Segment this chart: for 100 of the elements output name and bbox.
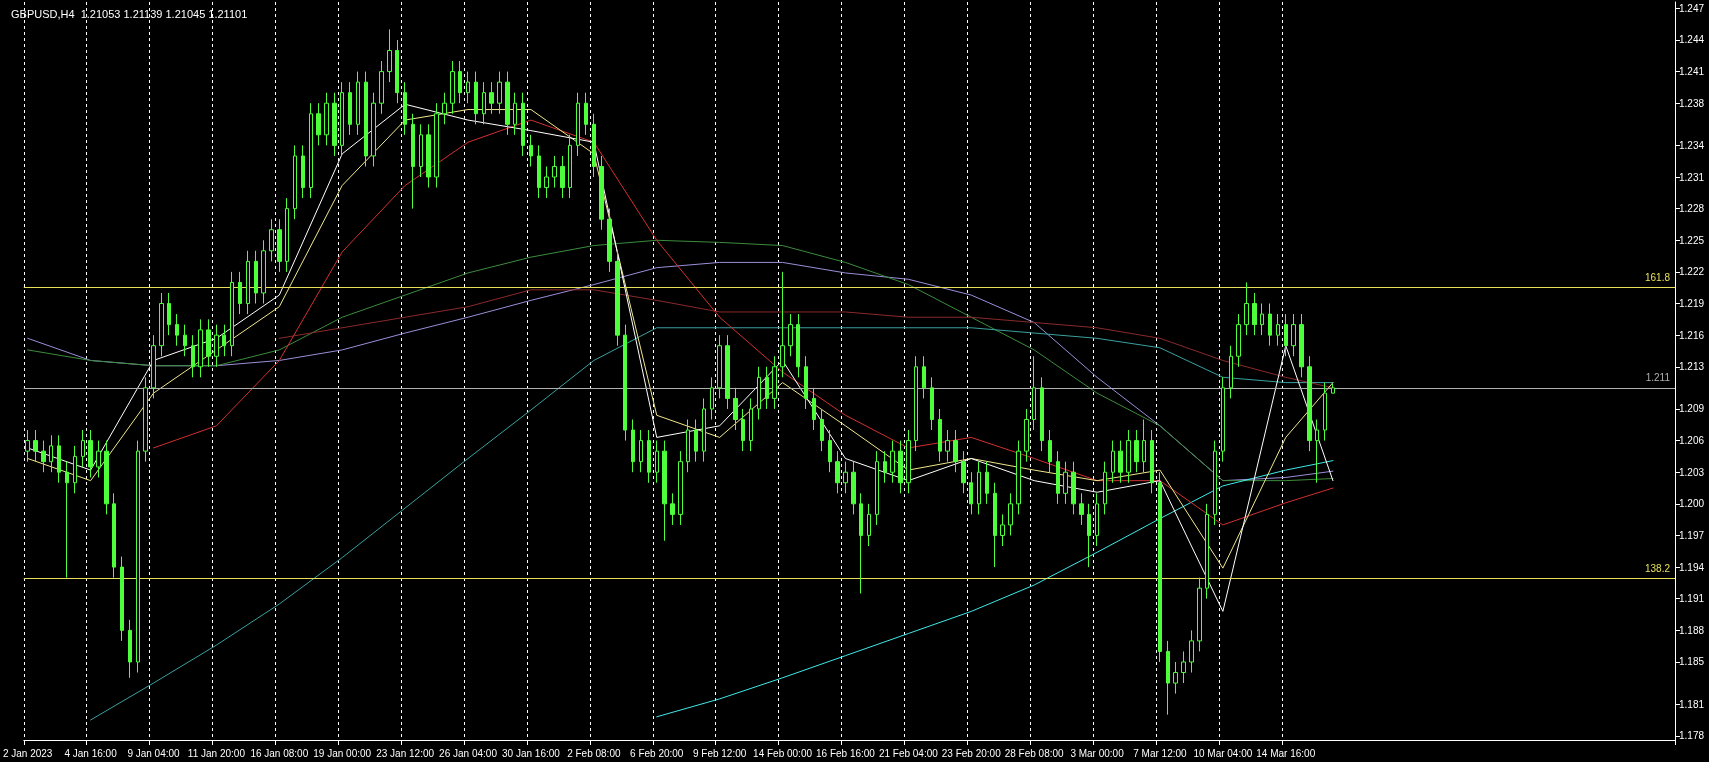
x-tick-label: 26 Jan 04:00 — [439, 747, 498, 759]
candlestick — [725, 334, 730, 410]
candlestick — [301, 144, 305, 199]
candlestick — [969, 471, 973, 515]
line-series — [153, 119, 1334, 526]
candlestick — [269, 218, 274, 262]
x-tick-label: 19 Jan 00:00 — [313, 747, 372, 759]
y-tick-label: 1.206 — [1679, 435, 1705, 447]
candlestick — [411, 113, 415, 210]
candlestick — [387, 28, 392, 83]
candlestick — [883, 450, 887, 484]
candlestick — [1134, 429, 1139, 473]
candlestick — [371, 92, 376, 167]
candlestick — [835, 450, 840, 494]
candlestick — [772, 355, 777, 410]
candlestick — [953, 429, 958, 473]
candlestick — [749, 397, 753, 452]
candlestick — [662, 440, 667, 542]
candlestick — [41, 440, 46, 473]
candlestick — [238, 271, 242, 315]
candlestick — [277, 218, 282, 273]
candlestick — [356, 71, 360, 136]
candlestick — [403, 81, 407, 136]
candlestick — [961, 450, 966, 494]
candlestick — [733, 387, 738, 431]
candlestick — [890, 440, 895, 484]
candlestick — [1252, 292, 1257, 336]
candlestick — [88, 429, 93, 478]
x-tick-label: 9 Jan 04:00 — [127, 747, 181, 759]
candlestick — [1221, 376, 1225, 463]
candlestick — [898, 440, 903, 494]
candlestick — [875, 450, 879, 526]
candlestick — [702, 397, 706, 463]
candlestick — [655, 440, 659, 484]
candlestick — [1205, 503, 1209, 600]
candlestick — [151, 334, 156, 399]
candlestick — [49, 434, 53, 473]
candlestick — [1276, 313, 1280, 347]
y-tick-label: 1.185 — [1679, 656, 1705, 668]
candlestick — [324, 92, 329, 146]
candlestick — [1213, 440, 1217, 526]
candlestick — [348, 81, 352, 136]
x-tick-label: 23 Jan 12:00 — [376, 747, 435, 759]
candlestick — [1040, 376, 1044, 452]
candlestick — [261, 239, 266, 305]
line-series — [90, 327, 1334, 721]
candlestick — [1048, 429, 1052, 473]
candlestick — [717, 334, 722, 399]
x-tick-label: 28 Feb 08:00 — [1004, 747, 1065, 759]
candlestick — [1056, 450, 1060, 505]
candlestick — [222, 324, 226, 357]
y-tick-label: 1.181 — [1679, 698, 1705, 710]
candlestick — [1008, 492, 1013, 536]
candlestick — [497, 71, 502, 115]
candlestick — [906, 429, 911, 494]
candlestick — [1197, 577, 1202, 652]
candlestick — [489, 81, 494, 115]
y-tick-label: 1.247 — [1679, 2, 1705, 14]
candlestick — [1268, 303, 1272, 347]
candlestick — [379, 60, 384, 115]
candlestick — [458, 60, 462, 104]
candlestick — [544, 165, 549, 199]
candlestick — [65, 461, 69, 579]
candlestick — [820, 408, 824, 452]
candlestick — [466, 71, 470, 104]
candlestick — [198, 318, 203, 378]
x-tick-label: 30 Jan 16:00 — [502, 747, 561, 759]
x-tick-label: 3 Mar 00:00 — [1070, 747, 1125, 759]
candlestick — [1307, 355, 1312, 452]
candlestick — [1150, 429, 1154, 494]
candlestick — [81, 429, 85, 468]
candlestick — [505, 71, 510, 136]
candlestick — [1260, 303, 1264, 336]
candlestick — [332, 92, 337, 157]
candlestick — [765, 366, 769, 410]
candlestick — [1229, 345, 1233, 399]
x-tick-label: 10 Mar 04:00 — [1193, 747, 1253, 759]
candlestick — [136, 440, 140, 674]
y-tick-label: 1.191 — [1679, 593, 1705, 605]
candlestick — [1323, 382, 1327, 442]
candlestick — [57, 434, 61, 484]
y-tick-label: 1.238 — [1679, 97, 1705, 109]
candlestick — [426, 123, 431, 189]
candlestick — [1284, 313, 1288, 357]
y-tick-label: 1.197 — [1679, 529, 1705, 541]
y-tick-label: 1.178 — [1679, 730, 1705, 742]
candlestick — [340, 81, 344, 157]
candlestick — [1087, 503, 1091, 568]
candlestick — [678, 450, 683, 526]
x-tick-label: 14 Mar 16:00 — [1256, 747, 1316, 759]
candlestick — [206, 318, 211, 368]
candlestick — [1236, 313, 1241, 368]
x-tick-label: 16 Feb 16:00 — [815, 747, 876, 759]
x-tick-label: 9 Feb 12:00 — [692, 747, 747, 759]
x-tick-label: 4 Jan 16:00 — [64, 747, 118, 759]
candlestick — [474, 71, 478, 125]
candlestick — [1032, 355, 1036, 431]
x-tick-label: 6 Feb 20:00 — [630, 747, 684, 759]
candlestick — [828, 429, 832, 473]
candlestick — [167, 292, 171, 336]
